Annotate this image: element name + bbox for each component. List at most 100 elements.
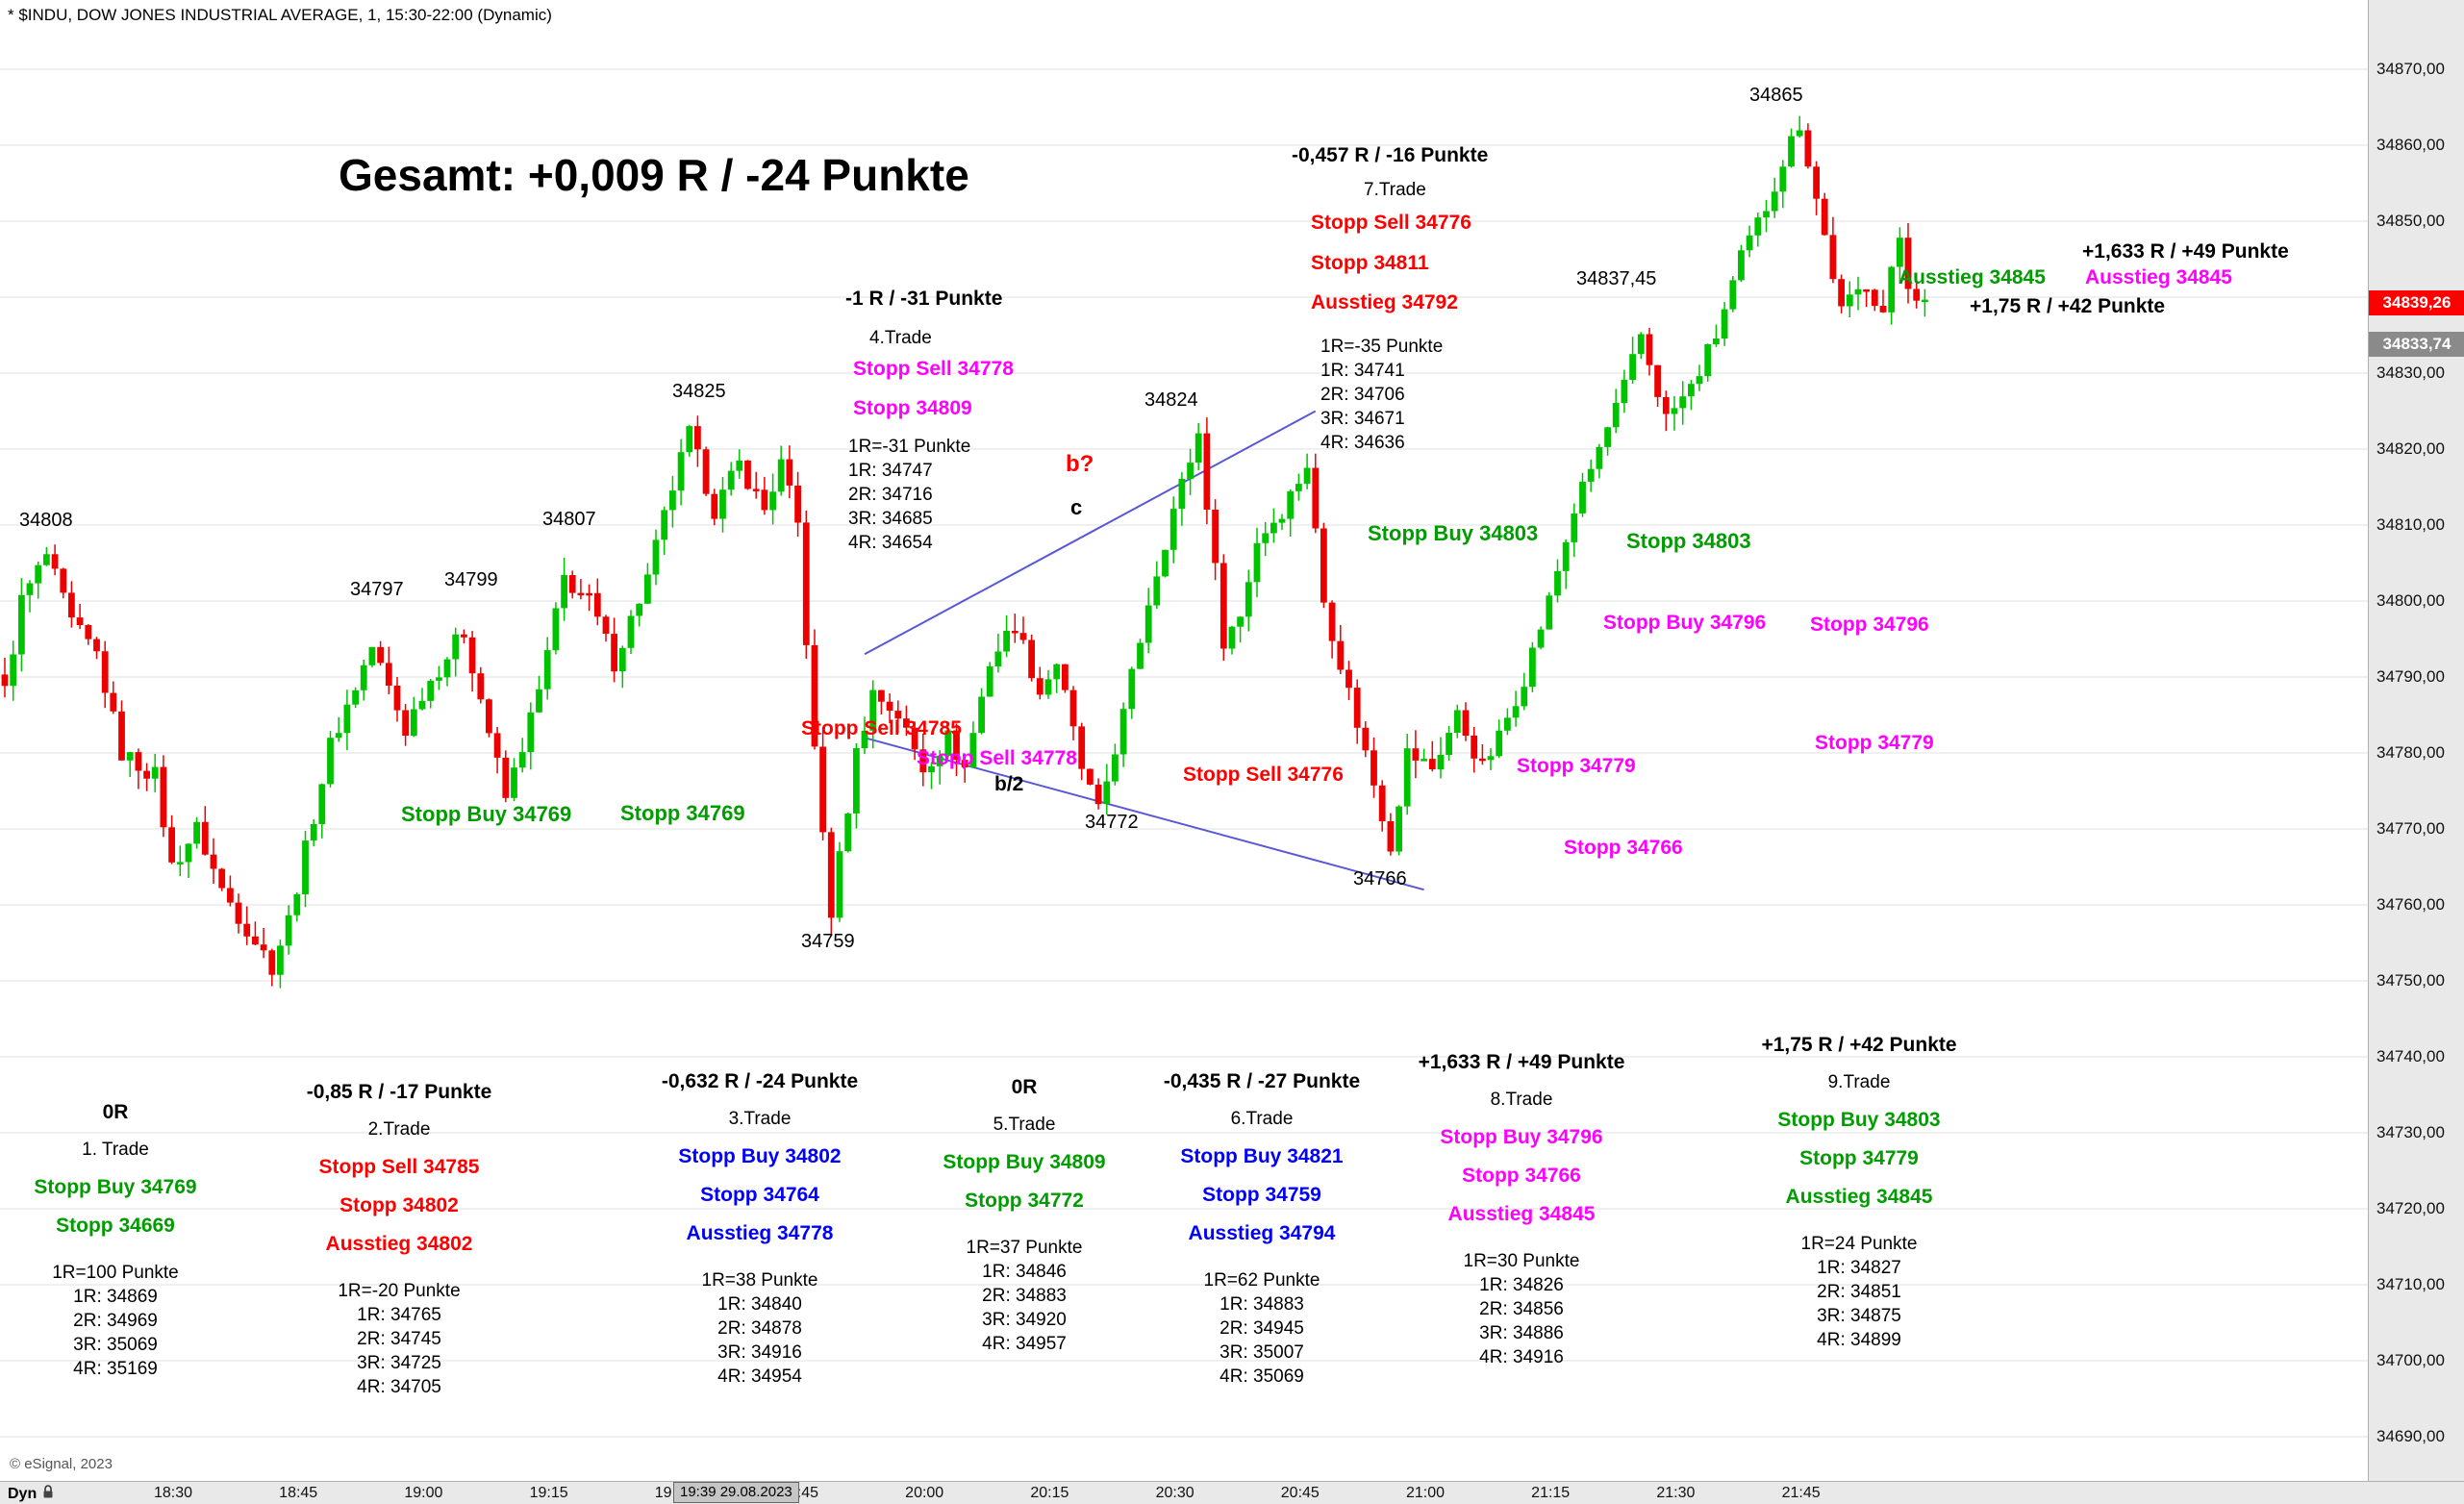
- price-tick-label: 34770,00: [2376, 819, 2445, 838]
- dyn-time-template-button[interactable]: Dyn: [8, 1484, 55, 1504]
- chart-annotation: Stopp 34779: [1815, 732, 1934, 754]
- price-tick-label: 34700,00: [2376, 1351, 2445, 1369]
- chart-annotation: 34772: [1085, 812, 1139, 833]
- chart-annotation: Ausstieg 34845: [2085, 266, 2232, 288]
- trade-stop-line: Stopp Buy 34796: [1440, 1126, 1603, 1148]
- time-tick-label: 21:00: [1405, 1485, 1446, 1501]
- chart-annotation: 34825: [672, 381, 726, 402]
- trade-stop-line: Ausstieg 34845: [1785, 1186, 1933, 1208]
- trade-stop-line: Stopp Buy 34802: [678, 1145, 842, 1167]
- trade-risk-info: 1R=24 Punkte 1R: 34827 2R: 34851 3R: 348…: [1800, 1234, 1918, 1350]
- trade-result: +1,75 R / +42 Punkte: [1761, 1034, 1957, 1056]
- trade-stop-line: Stopp 34669: [56, 1215, 175, 1237]
- price-tick-label: 34760,00: [2376, 895, 2445, 914]
- chart-annotation: 34808: [19, 510, 73, 531]
- trade-name: 9.Trade: [1827, 1072, 1891, 1092]
- price-tick-label: 34690,00: [2376, 1427, 2445, 1445]
- trade-stop-line: Ausstieg 34845: [1447, 1203, 1596, 1225]
- chart-annotation: Stopp 34809: [853, 397, 972, 419]
- trade-block: -0,435 R / -27 Punkte 6.Trade Stopp Buy 34…: [1103, 1070, 1421, 1389]
- trade-risk-info: 1R=37 Punkte 1R: 34846 2R: 34883 3R: 349…: [966, 1238, 1083, 1354]
- trade-stop-line: Stopp Buy 34769: [34, 1176, 197, 1198]
- lock-icon: [41, 1484, 55, 1504]
- chart-annotation: +1,633 R / +49 Punkte: [2082, 240, 2289, 263]
- trade-result: -0,435 R / -27 Punkte: [1163, 1070, 1361, 1092]
- chart-annotation: 34759: [801, 931, 855, 952]
- chart-annotation: -0,457 R / -16 Punkte: [1292, 144, 1489, 166]
- price-tick-label: 34750,00: [2376, 971, 2445, 990]
- trade-stop-line: Stopp 34772: [965, 1190, 1084, 1212]
- trade-block: +1,633 R / +49 Punkte 8.Trade Stopp Buy 34…: [1363, 1051, 1680, 1369]
- chart-annotation: Stopp 34766: [1564, 837, 1683, 859]
- summary-result-title: Gesamt: +0,009 R / -24 Punkte: [339, 150, 969, 200]
- chart-annotation: Stopp 34769: [620, 801, 745, 825]
- price-axis[interactable]: 34870,0034860,0034850,0034840,0034830,00…: [2368, 0, 2464, 1481]
- chart-annotation: 7.Trade: [1364, 180, 1426, 200]
- trade-block: +1,75 R / +42 Punkte 9.Trade Stopp Buy 348…: [1700, 1034, 2018, 1352]
- time-axis[interactable]: Dyn 19:39 29.08.2023 18:30 18:45 19:00 19:1…: [0, 1481, 2464, 1504]
- time-tick-label: 21:30: [1656, 1485, 1696, 1501]
- chart-annotation: 1R=-31 Punkte 1R: 34747 2R: 34716 3R: 34…: [848, 437, 971, 553]
- trade-stop-line: Stopp Buy 34809: [943, 1151, 1106, 1173]
- trade-stop-line: Stopp Sell 34785: [318, 1156, 480, 1178]
- trade-name: 8.Trade: [1490, 1090, 1553, 1110]
- chart-annotation: Stopp Sell 34785: [801, 717, 962, 739]
- time-tick-label: 20:45: [1280, 1485, 1320, 1501]
- trade-name: 3.Trade: [728, 1109, 792, 1129]
- secondary-price-badge: 34833,74: [2369, 332, 2464, 358]
- trade-risk-info: 1R=30 Punkte 1R: 34826 2R: 34856 3R: 348…: [1463, 1251, 1580, 1367]
- chart-annotation: Stopp Sell 34778: [853, 358, 1014, 380]
- chart-annotation: Stopp 34796: [1810, 614, 1929, 636]
- chart-annotation: Stopp Sell 34776: [1311, 212, 1471, 234]
- time-tick-label: 21:15: [1531, 1485, 1571, 1501]
- trade-stop-line: Stopp Buy 34803: [1777, 1109, 1941, 1131]
- time-tick-label: 20:30: [1155, 1485, 1194, 1501]
- price-tick-label: 34870,00: [2376, 60, 2445, 78]
- time-tick-label: 20:00: [905, 1485, 944, 1501]
- chart-annotation: Stopp Sell 34778: [917, 747, 1077, 769]
- trade-block: -0,85 R / -17 Punkte 2.Trade Stopp Sell 34…: [240, 1081, 558, 1399]
- time-tick-label: 18:45: [279, 1485, 318, 1501]
- chart-symbol-title: * $INDU, DOW JONES INDUSTRIAL AVERAGE, 1…: [8, 6, 552, 24]
- trade-result: -0,85 R / -17 Punkte: [306, 1081, 492, 1103]
- price-tick-label: 34850,00: [2376, 212, 2445, 230]
- price-tick-label: 34810,00: [2376, 515, 2445, 534]
- chart-annotation: 34766: [1353, 868, 1407, 890]
- trade-stop-line: Stopp 34764: [700, 1184, 819, 1206]
- trade-name: 6.Trade: [1230, 1109, 1294, 1129]
- trade-risk-info: 1R=-20 Punkte 1R: 34765 2R: 34745 3R: 34…: [338, 1281, 461, 1397]
- price-tick-label: 34800,00: [2376, 591, 2445, 610]
- price-tick-label: 34740,00: [2376, 1047, 2445, 1065]
- chart-annotation: 4.Trade: [869, 328, 932, 348]
- candlestick-chart[interactable]: [0, 0, 2368, 1481]
- trade-stop-line: Stopp 34802: [339, 1194, 459, 1216]
- time-tick-label: 18:30: [153, 1485, 193, 1501]
- time-tick-label: 20:15: [1030, 1485, 1069, 1501]
- trade-name: 1. Trade: [82, 1140, 149, 1160]
- trade-risk-info: 1R=62 Punkte 1R: 34883 2R: 34945 3R: 350…: [1203, 1270, 1320, 1387]
- cursor-time-badge: 19:39 29.08.2023: [673, 1482, 799, 1503]
- chart-annotation: b?: [1066, 451, 1094, 477]
- price-tick-label: 34780,00: [2376, 743, 2445, 762]
- chart-annotation: 34824: [1144, 389, 1198, 411]
- price-tick-label: 34730,00: [2376, 1123, 2445, 1141]
- price-tick-label: 34710,00: [2376, 1275, 2445, 1293]
- trade-stop-line: Ausstieg 34778: [686, 1222, 834, 1244]
- chart-annotation: Stopp Buy 34769: [401, 802, 572, 826]
- trade-result: +1,633 R / +49 Punkte: [1418, 1051, 1625, 1073]
- chart-annotation: 34865: [1749, 85, 1803, 106]
- chart-annotation: 1R=-35 Punkte 1R: 34741 2R: 34706 3R: 34…: [1320, 337, 1444, 453]
- chart-annotation: 34799: [444, 569, 498, 590]
- chart-annotation: Stopp Buy 34803: [1368, 521, 1539, 545]
- copyright: © eSignal, 2023: [10, 1456, 113, 1472]
- chart-annotation: Stopp Buy 34796: [1603, 612, 1767, 634]
- dyn-label: Dyn: [8, 1485, 38, 1502]
- chart-annotation: Stopp 34803: [1626, 529, 1751, 553]
- trade-block: -0,632 R / -24 Punkte 3.Trade Stopp Buy 34…: [601, 1070, 918, 1389]
- price-tick-label: 34790,00: [2376, 667, 2445, 686]
- chart-annotation: Stopp Sell 34776: [1183, 764, 1344, 786]
- trade-stop-line: Stopp 34759: [1202, 1184, 1321, 1206]
- chart-annotation: Ausstieg 34845: [1898, 266, 2046, 288]
- trade-block: 0R 1. Trade Stopp Buy 34769 Stopp 34669 1R=1…: [0, 1101, 274, 1381]
- trade-risk-info: 1R=38 Punkte 1R: 34840 2R: 34878 3R: 349…: [701, 1270, 818, 1387]
